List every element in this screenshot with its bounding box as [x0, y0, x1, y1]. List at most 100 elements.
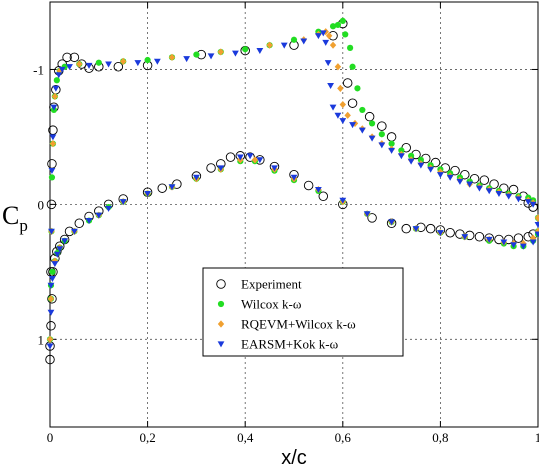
data-point	[398, 147, 405, 154]
data-point	[510, 242, 517, 249]
data-point	[53, 77, 60, 84]
data-point	[74, 218, 85, 229]
legend: Experiment Wilcox k-ω RQEVM+Wilcox k-ω EARS…	[202, 267, 404, 357]
data-point	[354, 85, 361, 92]
data-point	[232, 50, 239, 57]
axis-ticks: 0 0,2 0,4 0,6 0,8 1 -1 0 1	[33, 2, 539, 445]
data-point	[466, 181, 474, 188]
data-point	[515, 196, 522, 203]
data-point	[105, 61, 112, 68]
data-point	[534, 222, 539, 229]
data-point	[417, 156, 424, 163]
data-point	[47, 294, 57, 304]
y-axis-label: Cp	[2, 201, 28, 235]
data-point	[183, 56, 191, 63]
data-point	[193, 174, 200, 181]
data-point	[334, 63, 342, 71]
data-point	[534, 231, 539, 238]
data-point	[105, 205, 112, 212]
data-marks	[45, 17, 539, 365]
data-point	[378, 131, 385, 138]
x-tick-label: 1	[535, 430, 539, 445]
data-point	[49, 134, 57, 141]
legend-label: Experiment	[241, 277, 302, 292]
data-point	[95, 212, 103, 219]
data-point	[48, 174, 56, 181]
data-point	[367, 213, 377, 223]
data-point	[342, 78, 353, 88]
data-point	[144, 190, 151, 197]
data-point	[339, 197, 347, 204]
data-point	[46, 335, 54, 343]
legend-marker	[217, 320, 225, 328]
data-point	[66, 64, 73, 71]
data-point	[437, 230, 444, 237]
y-tick-label: 0	[38, 197, 45, 212]
data-point	[327, 83, 334, 90]
data-point	[290, 36, 298, 43]
data-point	[474, 232, 485, 242]
data-point	[85, 62, 93, 69]
data-point	[388, 140, 395, 147]
data-point	[342, 31, 349, 38]
data-point	[76, 60, 83, 68]
data-point	[489, 179, 499, 189]
data-point	[378, 142, 386, 149]
data-point	[153, 58, 161, 65]
legend-box	[202, 267, 404, 357]
data-point	[207, 53, 215, 60]
data-point	[242, 46, 249, 53]
data-point	[47, 295, 55, 303]
data-point	[337, 84, 344, 92]
data-point	[69, 52, 80, 63]
data-point	[347, 44, 354, 51]
data-point	[513, 233, 524, 243]
data-point	[256, 47, 264, 54]
data-point	[344, 111, 351, 119]
data-point	[388, 147, 395, 154]
data-point	[529, 201, 537, 208]
plot-frame	[49, 1, 539, 428]
data-point	[408, 152, 415, 159]
data-point	[134, 60, 142, 67]
data-point	[505, 193, 513, 200]
data-point	[144, 56, 151, 64]
data-point	[377, 121, 387, 131]
data-point	[56, 67, 63, 75]
legend-label: RQEVM+Wilcox k-ω	[241, 317, 356, 332]
data-point	[495, 190, 503, 197]
data-point	[318, 191, 329, 202]
data-point	[48, 168, 56, 175]
data-point	[49, 268, 56, 275]
data-point	[388, 219, 395, 226]
data-point	[46, 321, 56, 331]
data-point	[47, 309, 55, 316]
data-point	[46, 343, 54, 350]
y-axis-label-main: C	[2, 201, 19, 230]
data-point	[71, 228, 78, 235]
data-point	[50, 104, 58, 111]
data-point	[519, 243, 527, 250]
data-point	[280, 42, 288, 49]
data-point	[217, 165, 225, 172]
data-point	[49, 275, 56, 282]
data-point	[53, 251, 61, 258]
data-point	[401, 223, 411, 234]
data-point	[206, 163, 216, 173]
data-point	[225, 152, 236, 162]
x-tick-label: 0,8	[432, 430, 448, 445]
data-point	[485, 236, 493, 243]
data-point	[359, 106, 366, 114]
data-point	[52, 85, 60, 92]
data-point	[256, 157, 264, 164]
data-point	[347, 98, 358, 108]
data-point	[51, 92, 59, 101]
data-point	[500, 239, 508, 246]
data-point	[55, 72, 63, 79]
data-point	[334, 112, 342, 119]
data-point	[95, 59, 102, 66]
data-point	[49, 140, 57, 148]
data-point	[325, 32, 333, 40]
data-point	[58, 66, 66, 73]
